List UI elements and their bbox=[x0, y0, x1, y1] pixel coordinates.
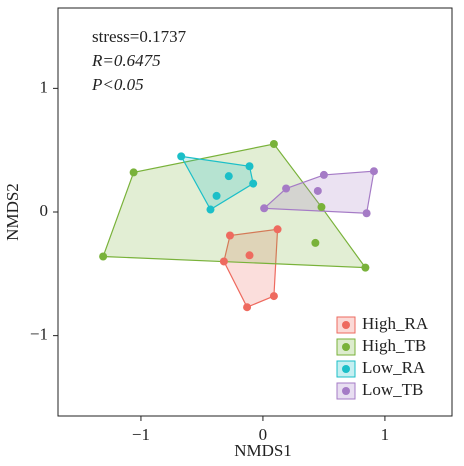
point bbox=[260, 204, 269, 213]
point bbox=[177, 152, 186, 161]
annotation: stress=0.1737 bbox=[92, 27, 187, 46]
legend-label: Low_RA bbox=[362, 358, 426, 377]
legend-label: High_TB bbox=[362, 336, 426, 355]
legend-label: High_RA bbox=[362, 314, 429, 333]
legend-dot bbox=[342, 343, 350, 351]
point bbox=[362, 209, 371, 218]
point bbox=[311, 238, 320, 247]
point bbox=[224, 172, 233, 181]
point bbox=[99, 252, 108, 261]
x-axis-label: NMDS1 bbox=[234, 441, 292, 460]
x-tick-label: 1 bbox=[381, 425, 390, 444]
point bbox=[273, 225, 282, 234]
group-hull bbox=[223, 228, 279, 308]
point bbox=[369, 167, 378, 176]
x-tick-label: −1 bbox=[132, 425, 150, 444]
y-axis-label: NMDS2 bbox=[3, 183, 22, 241]
point bbox=[225, 231, 234, 240]
point bbox=[245, 251, 254, 260]
x-tick-label: 0 bbox=[259, 425, 268, 444]
point bbox=[206, 205, 215, 214]
point bbox=[129, 168, 138, 177]
point bbox=[219, 257, 228, 266]
point bbox=[361, 263, 370, 272]
point bbox=[269, 140, 278, 148]
legend-dot bbox=[342, 387, 350, 395]
point bbox=[282, 184, 291, 193]
point bbox=[249, 179, 258, 188]
point bbox=[269, 292, 278, 301]
group-hull bbox=[102, 143, 367, 269]
annotation: P<0.05 bbox=[91, 75, 144, 94]
point bbox=[313, 186, 322, 195]
point bbox=[245, 162, 254, 171]
y-tick-label: 1 bbox=[40, 77, 49, 96]
point bbox=[243, 303, 252, 312]
point bbox=[319, 170, 328, 179]
y-tick-label: 0 bbox=[40, 201, 49, 220]
annotation: R=0.6475 bbox=[91, 51, 161, 70]
point bbox=[317, 203, 326, 212]
y-tick-label: −1 bbox=[30, 325, 48, 344]
legend-dot bbox=[342, 321, 350, 329]
legend-label: Low_TB bbox=[362, 380, 423, 399]
legend-dot bbox=[342, 365, 350, 373]
point bbox=[212, 191, 221, 200]
